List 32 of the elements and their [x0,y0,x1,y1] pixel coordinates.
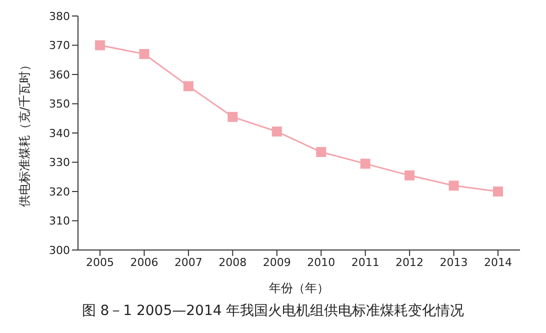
x-tick-label: 2014 [484,256,512,269]
x-tick-label: 2009 [262,256,291,269]
point [404,170,415,180]
point [493,186,503,196]
x-tick-label: 2007 [174,256,202,269]
point [183,81,194,92]
y-tick-label: 340 [49,126,70,140]
point [316,147,326,158]
y-tick-label: 300 [49,244,70,257]
y-tick-label: 350 [49,98,70,111]
y-tick-label: 370 [49,39,70,52]
x-tick-label: 2006 [130,256,158,269]
point [139,49,150,60]
x-tick-label: 2008 [218,256,247,269]
x-tick-label: 2013 [440,256,468,269]
point [448,180,459,191]
x-axis-title: 年份（年） [269,281,329,295]
text: 图 8－1 2005—2014 年我国火电机组供电标准煤耗变化情况 [80,302,466,320]
point [360,158,370,169]
point [95,40,105,50]
x-tick-label: 2011 [351,256,380,269]
y-tick-label: 330 [49,156,70,170]
y-tick-label: 380 [49,10,70,23]
y-tick-label: 320 [49,185,70,198]
y-axis-title: 供电标准煤耗（克/千瓦时） [17,58,32,208]
y-tick-label: 310 [49,214,70,228]
point [228,112,238,122]
x-tick-label: 2005 [86,256,114,269]
point [272,126,282,137]
x-tick-label: 2012 [396,256,424,269]
y-tick-label: 360 [49,68,70,82]
x-tick-label: 2010 [307,256,336,269]
